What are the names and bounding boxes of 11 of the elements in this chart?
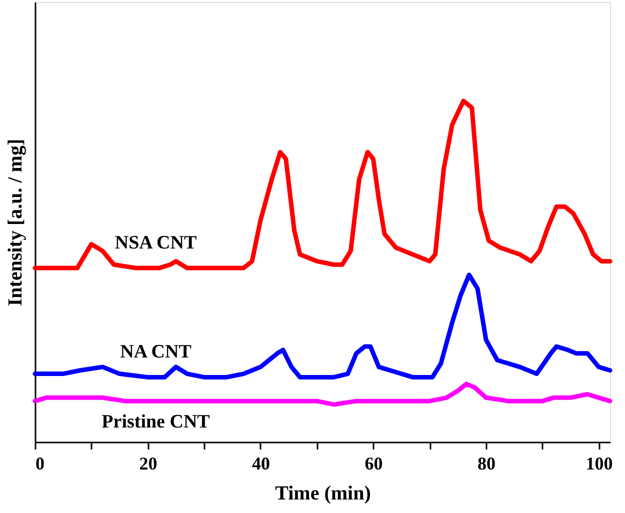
x-tick-label: 0 (36, 454, 44, 474)
x-tick-label: 60 (364, 454, 383, 474)
x-tick-label: 20 (139, 454, 158, 474)
series-label: NA CNT (120, 342, 192, 363)
x-tick-label: 100 (586, 454, 613, 474)
y-axis-title: Intensity [a.u. / mg] (4, 138, 26, 306)
x-axis-title: Time (min) (275, 482, 371, 504)
series-label: NSA CNT (114, 232, 197, 254)
series-label: Pristine CNT (102, 412, 210, 433)
x-tick-label: 80 (477, 454, 496, 474)
x-tick-label: 40 (252, 454, 270, 474)
